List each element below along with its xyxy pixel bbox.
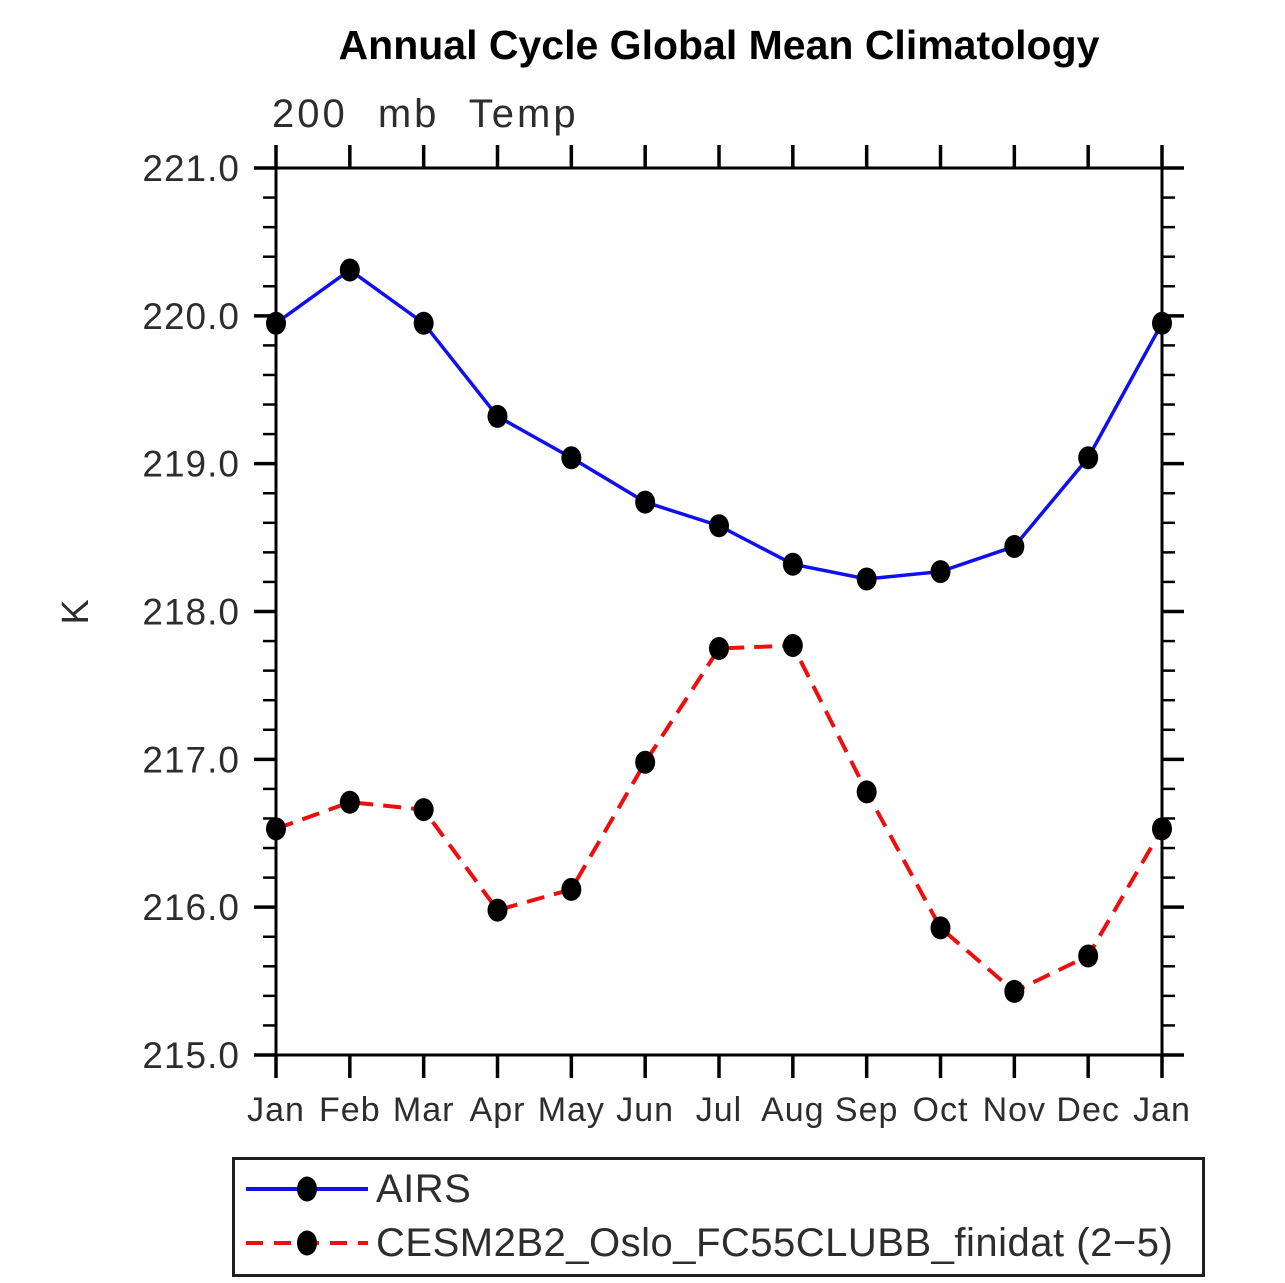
x-tick-label: Jun xyxy=(616,1091,674,1129)
x-tick-label: Jan xyxy=(1133,1091,1191,1129)
x-tick-label: Nov xyxy=(983,1091,1046,1129)
data-point-marker xyxy=(1078,446,1099,470)
legend-label-cesm: CESM2B2_Oslo_FC55CLUBB_finidat (2−5) xyxy=(376,1220,1174,1265)
legend-line-sample-dashed xyxy=(246,1230,368,1256)
data-point-marker xyxy=(339,258,360,282)
data-point-marker xyxy=(266,311,286,335)
y-tick-label: 218.0 xyxy=(142,592,240,633)
x-tick-label: Aug xyxy=(761,1091,825,1129)
x-tick-label: Jan xyxy=(247,1091,305,1129)
y-tick-label: 216.0 xyxy=(142,887,240,928)
data-point-marker xyxy=(1078,944,1099,968)
series-markers-0 xyxy=(266,258,1172,591)
x-tick-label: Oct xyxy=(913,1091,969,1129)
data-point-marker xyxy=(1004,979,1025,1003)
data-point-marker xyxy=(930,560,951,584)
y-axis-tick-labels: 221.0 220.0 219.0 218.0 217.0 216.0 215.0 xyxy=(142,148,240,1076)
x-tick-label: Feb xyxy=(319,1091,381,1129)
y-axis-major-ticks xyxy=(254,166,1184,1057)
legend-line-sample-solid xyxy=(246,1176,368,1202)
data-point-marker xyxy=(561,446,582,470)
x-tick-label: Sep xyxy=(835,1091,899,1129)
data-point-marker xyxy=(856,567,877,591)
chart-title: Annual Cycle Global Mean Climatology xyxy=(338,22,1100,68)
y-axis-title: K xyxy=(55,599,97,624)
data-point-marker xyxy=(266,817,286,841)
series-markers-1 xyxy=(266,634,1172,1003)
x-tick-label: May xyxy=(538,1091,605,1129)
x-axis-tick-labels: Jan Feb Mar Apr May Jun Jul Aug Sep Oct Nov Dec Jan xyxy=(247,1091,1191,1129)
data-point-marker xyxy=(413,311,434,335)
data-point-marker xyxy=(1152,311,1172,335)
y-tick-label: 217.0 xyxy=(142,739,240,780)
y-tick-label: 215.0 xyxy=(142,1035,240,1076)
data-point-marker xyxy=(635,750,656,774)
data-point-marker xyxy=(487,404,508,428)
data-point-marker xyxy=(930,916,951,940)
series-line-1 xyxy=(275,643,1164,994)
x-tick-label: Apr xyxy=(470,1091,526,1129)
x-tick-label: Jul xyxy=(696,1091,742,1129)
legend-marker-dot-icon xyxy=(297,1230,317,1256)
x-tick-label: Dec xyxy=(1056,1091,1119,1129)
legend-label-airs: AIRS xyxy=(376,1166,472,1211)
data-point-marker xyxy=(782,552,803,576)
legend-item-cesm: CESM2B2_Oslo_FC55CLUBB_finidat (2−5) xyxy=(244,1221,1173,1265)
plot-frame xyxy=(274,166,1164,1057)
data-point-marker xyxy=(1004,534,1025,558)
y-tick-label: 219.0 xyxy=(142,444,240,485)
y-axis-minor-ticks xyxy=(263,196,1175,1027)
data-point-marker xyxy=(709,514,729,538)
legend-item-airs: AIRS xyxy=(244,1167,471,1211)
data-point-marker xyxy=(635,490,656,514)
data-point-marker xyxy=(413,798,434,822)
y-tick-label: 221.0 xyxy=(142,148,240,189)
legend-box: AIRS CESM2B2_Oslo_FC55CLUBB_finidat (2−5… xyxy=(232,1157,1205,1277)
x-tick-label: Mar xyxy=(393,1091,455,1129)
x-axis-ticks xyxy=(274,145,1164,1078)
data-point-marker xyxy=(487,898,508,922)
data-point-marker xyxy=(709,636,729,660)
chart-subtitle: 200 mb Temp xyxy=(272,92,579,136)
data-point-marker xyxy=(339,790,360,814)
data-point-marker xyxy=(856,780,877,804)
data-point-marker xyxy=(1152,817,1172,841)
data-point-marker xyxy=(782,634,803,658)
data-point-marker xyxy=(561,877,582,901)
legend-marker-dot-icon xyxy=(297,1176,317,1202)
y-tick-label: 220.0 xyxy=(142,296,240,337)
